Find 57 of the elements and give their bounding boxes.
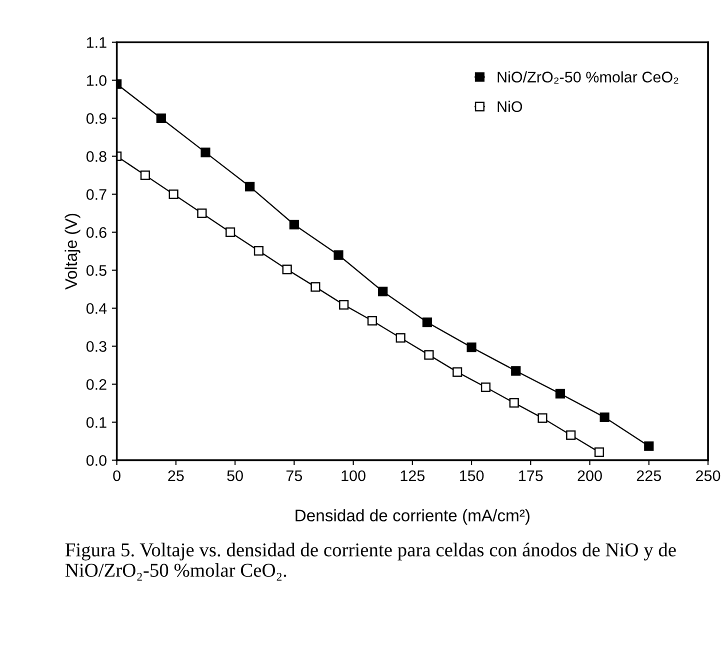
x-tick-label: 100	[342, 470, 366, 482]
x-tick-label: 200	[578, 470, 602, 482]
y-tick-label: 1.1	[87, 37, 106, 48]
legend-label: NiO	[498, 100, 522, 112]
point	[282, 264, 292, 274]
x-tick-label: 250	[696, 470, 720, 482]
point	[480, 382, 491, 392]
point	[245, 182, 255, 192]
point	[509, 398, 519, 408]
y-tick-label: 0.0	[86, 455, 106, 466]
y-tick-label: 0.8	[86, 151, 106, 162]
legend-label: NiO/ZrO₂-50 %molar CeO₂	[498, 71, 678, 84]
point	[168, 189, 178, 200]
point	[466, 342, 476, 352]
y-tick-label: 0.5	[86, 265, 106, 276]
point	[600, 412, 610, 422]
point	[339, 300, 349, 310]
point	[197, 208, 207, 218]
y-tick-label: 0.9	[86, 113, 106, 124]
x-tick-label: 75	[286, 470, 302, 482]
text: Figura 5. Voltaje vs. densidad de corriente para celdas con ánodos de NiO y de NiO/ZrO₂-50 %molar CeO₂.	[65, 542, 676, 581]
point	[226, 227, 236, 238]
point	[452, 367, 462, 377]
x-tick-label: 150	[460, 470, 484, 482]
point	[334, 250, 344, 260]
x-tick-label: 0	[113, 470, 120, 482]
point	[156, 113, 166, 124]
point	[538, 413, 548, 423]
y-tick-label: 0.7	[86, 189, 106, 200]
y-tick-label: 0.1	[86, 417, 106, 428]
point	[555, 388, 566, 398]
y-tick-label: 0.6	[86, 227, 106, 238]
point	[367, 316, 377, 326]
y-tick-label: 0.2	[86, 379, 106, 390]
point	[594, 447, 604, 458]
x-axis-title: Densidad de corriente (mA/cm²)	[296, 509, 530, 525]
point	[424, 350, 434, 360]
point	[566, 430, 576, 440]
point	[644, 441, 654, 451]
y-tick-label: 0.3	[86, 341, 106, 352]
x-tick-label: 225	[636, 470, 662, 482]
y-axis-title: Voltaje (V)	[64, 214, 80, 290]
point	[422, 317, 432, 328]
x-tick-label: 50	[227, 470, 243, 482]
point	[140, 170, 150, 180]
point	[289, 220, 299, 230]
y-tick-label: 0.4	[86, 303, 107, 314]
point	[396, 333, 406, 343]
point	[378, 286, 388, 296]
y-tick-label: 1.0	[87, 75, 106, 86]
point	[511, 366, 521, 376]
point	[310, 282, 320, 292]
x-tick-label: 175	[519, 470, 543, 482]
point	[200, 148, 210, 158]
x-tick-label: 125	[400, 470, 425, 482]
point	[254, 246, 264, 256]
x-tick-label: 25	[168, 470, 184, 482]
